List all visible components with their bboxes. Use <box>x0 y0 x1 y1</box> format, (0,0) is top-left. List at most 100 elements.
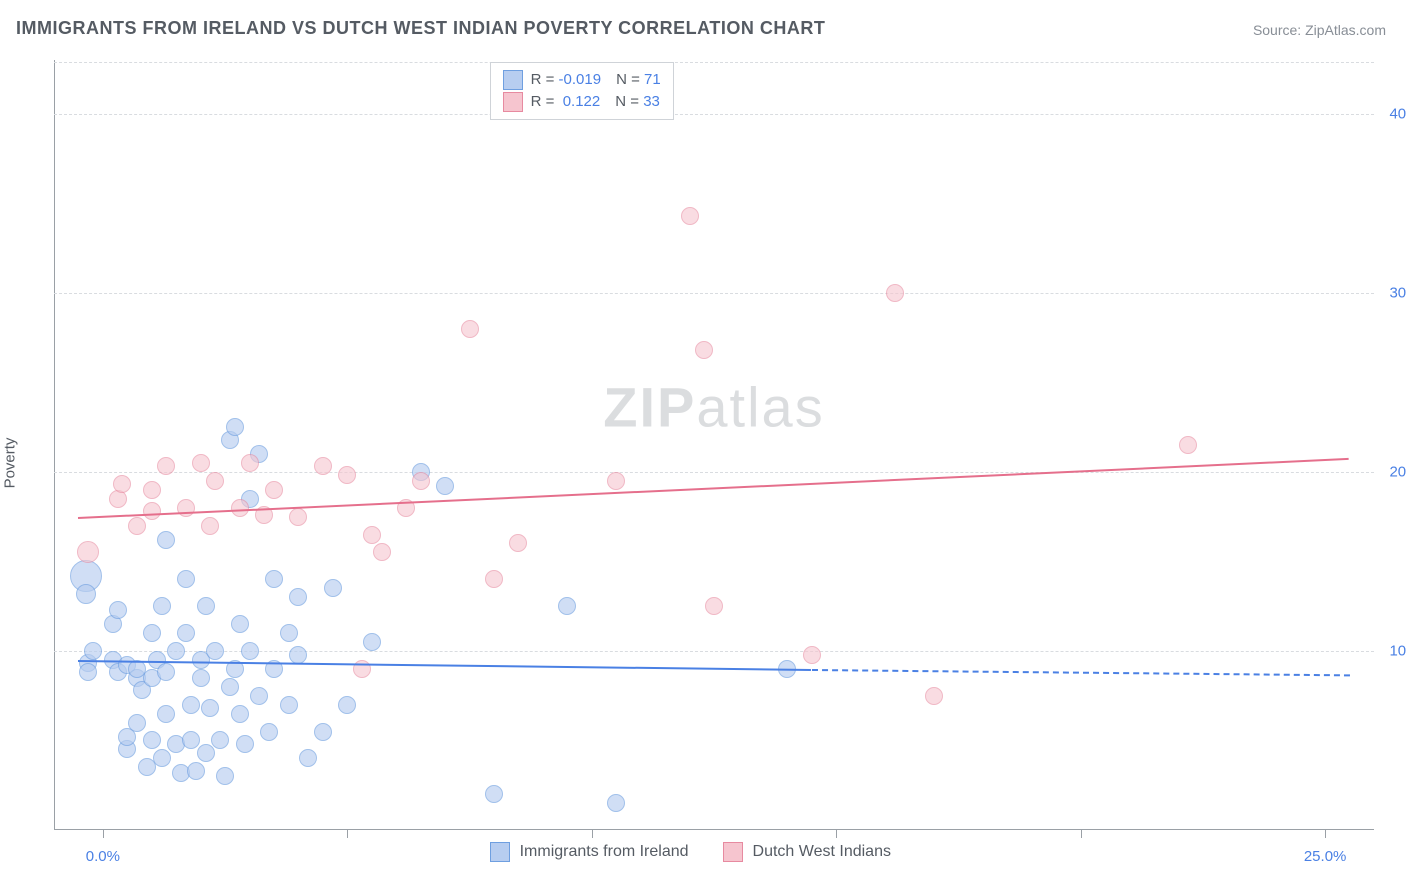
y-axis-label: Poverty <box>2 438 19 489</box>
gridline <box>54 293 1374 294</box>
legend-swatch <box>503 70 523 90</box>
scatter-point <box>681 207 699 225</box>
scatter-point <box>231 615 249 633</box>
scatter-point <box>289 508 307 526</box>
x-axis-line <box>54 829 1374 830</box>
y-tick-label: 20.0% <box>1389 463 1406 480</box>
scatter-point <box>314 723 332 741</box>
scatter-point <box>157 531 175 549</box>
scatter-point <box>182 696 200 714</box>
scatter-point <box>221 678 239 696</box>
scatter-point <box>289 588 307 606</box>
source-label: Source: <box>1253 22 1305 38</box>
scatter-point <box>201 517 219 535</box>
scatter-point <box>206 472 224 490</box>
scatter-point <box>197 744 215 762</box>
scatter-point <box>241 642 259 660</box>
legend-swatch <box>503 92 523 112</box>
source-value: ZipAtlas.com <box>1305 22 1386 38</box>
scatter-point <box>177 624 195 642</box>
scatter-point <box>338 696 356 714</box>
x-tick <box>103 830 104 838</box>
gridline <box>54 62 1374 63</box>
legend-stats-text: R = -0.019 N = 71 <box>531 69 661 91</box>
x-tick-label-right: 25.0% <box>1304 848 1347 865</box>
legend-stats-text: R = 0.122 N = 33 <box>531 91 660 113</box>
watermark-atlas: atlas <box>696 375 824 438</box>
scatter-point <box>705 597 723 615</box>
scatter-point <box>485 785 503 803</box>
scatter-point <box>289 646 307 664</box>
x-tick-label-left: 0.0% <box>86 848 120 865</box>
scatter-point <box>314 457 332 475</box>
scatter-point <box>157 457 175 475</box>
scatter-point <box>436 477 454 495</box>
source-attribution: Source: ZipAtlas.com <box>1253 22 1386 38</box>
scatter-point <box>299 749 317 767</box>
x-tick <box>592 830 593 838</box>
scatter-point <box>231 499 249 517</box>
scatter-point <box>201 699 219 717</box>
scatter-point <box>803 646 821 664</box>
y-tick-label: 10.0% <box>1389 642 1406 659</box>
scatter-point <box>373 543 391 561</box>
scatter-point <box>260 723 278 741</box>
scatter-point <box>153 597 171 615</box>
scatter-point <box>187 762 205 780</box>
x-tick <box>1081 830 1082 838</box>
scatter-point <box>558 597 576 615</box>
scatter-point <box>231 705 249 723</box>
chart-container: IMMIGRANTS FROM IRELAND VS DUTCH WEST IN… <box>0 0 1406 892</box>
scatter-point <box>363 526 381 544</box>
scatter-point <box>192 454 210 472</box>
scatter-point <box>128 714 146 732</box>
x-tick <box>1325 830 1326 838</box>
scatter-point <box>143 502 161 520</box>
y-tick-label: 40.0% <box>1389 105 1406 122</box>
scatter-point <box>84 642 102 660</box>
scatter-point <box>226 418 244 436</box>
chart-title: IMMIGRANTS FROM IRELAND VS DUTCH WEST IN… <box>16 18 825 39</box>
legend-series: Immigrants from Ireland Dutch West Indian… <box>490 842 915 862</box>
y-tick-label: 30.0% <box>1389 284 1406 301</box>
regression-line <box>78 660 811 671</box>
legend-series-label: Dutch West Indians <box>753 843 891 861</box>
scatter-point <box>182 731 200 749</box>
scatter-point <box>143 624 161 642</box>
scatter-point <box>211 731 229 749</box>
scatter-point <box>143 731 161 749</box>
gridline <box>54 472 1374 473</box>
scatter-point <box>167 642 185 660</box>
scatter-point <box>109 601 127 619</box>
x-tick <box>347 830 348 838</box>
scatter-point <box>607 472 625 490</box>
legend-stats: R = -0.019 N = 71R = 0.122 N = 33 <box>490 62 674 120</box>
scatter-point <box>192 669 210 687</box>
scatter-point <box>1179 436 1197 454</box>
scatter-point <box>76 584 96 604</box>
scatter-point <box>265 481 283 499</box>
chart-wrap: Poverty ZIPatlas 10.0%20.0%30.0%40.0%0.0… <box>16 52 1390 874</box>
scatter-point <box>509 534 527 552</box>
scatter-point <box>206 642 224 660</box>
scatter-point <box>265 570 283 588</box>
scatter-point <box>280 696 298 714</box>
legend-swatch <box>490 842 510 862</box>
scatter-point <box>412 472 430 490</box>
legend-swatch <box>723 842 743 862</box>
x-tick <box>836 830 837 838</box>
scatter-point <box>250 687 268 705</box>
scatter-point <box>216 767 234 785</box>
scatter-point <box>324 579 342 597</box>
scatter-point <box>338 466 356 484</box>
scatter-point <box>363 633 381 651</box>
scatter-point <box>157 705 175 723</box>
watermark: ZIPatlas <box>603 374 824 439</box>
scatter-point <box>157 663 175 681</box>
plot-area: ZIPatlas 10.0%20.0%30.0%40.0%0.0%25.0%R … <box>54 60 1374 830</box>
watermark-zip: ZIP <box>603 375 696 438</box>
scatter-point <box>925 687 943 705</box>
gridline <box>54 114 1374 115</box>
legend-series-label: Immigrants from Ireland <box>520 843 689 861</box>
scatter-point <box>695 341 713 359</box>
